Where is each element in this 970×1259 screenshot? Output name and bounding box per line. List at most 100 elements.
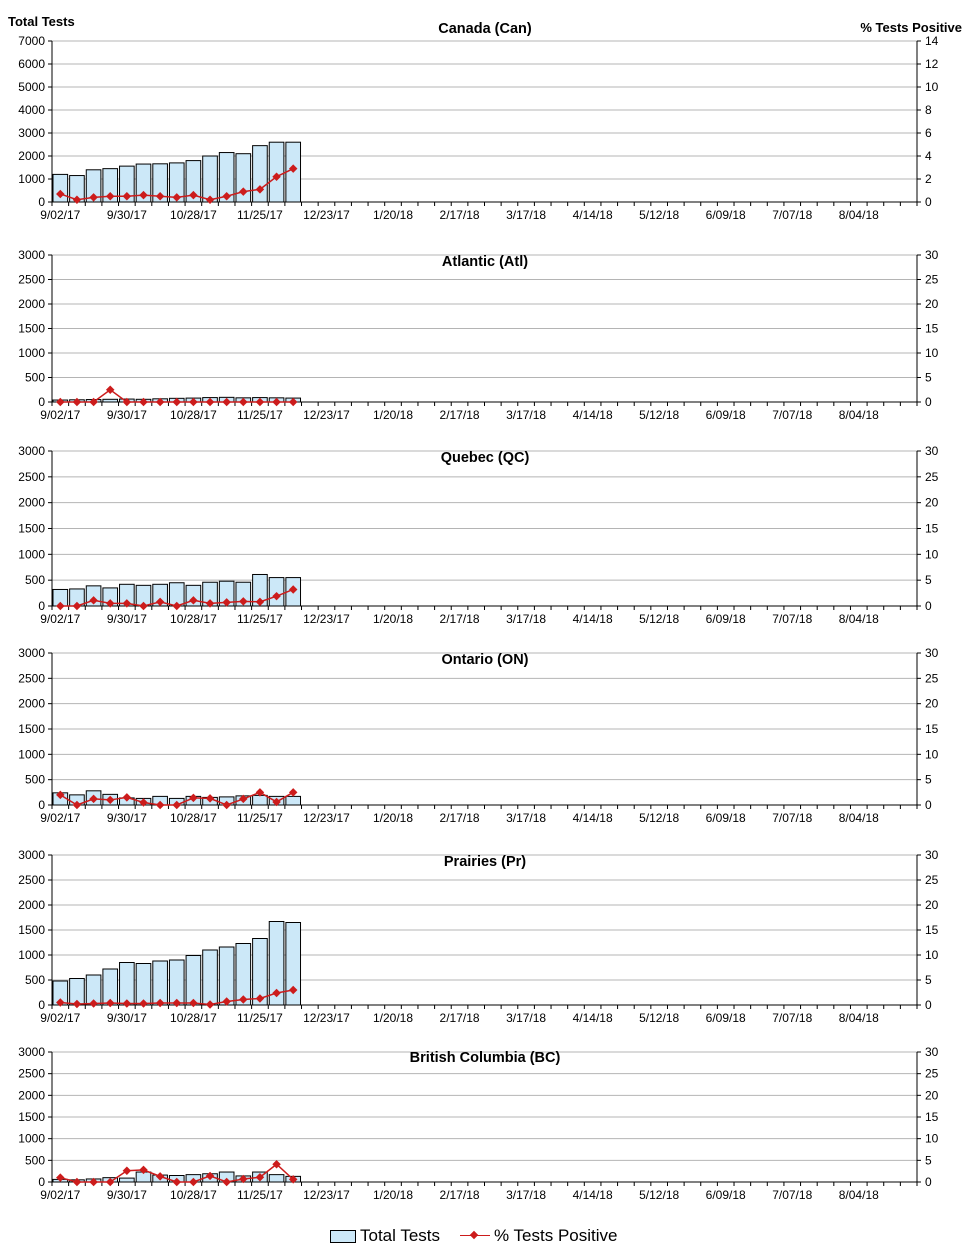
- line-marker: [288, 585, 298, 594]
- bar: [285, 795, 302, 806]
- x-tick-label: 12/23/17: [303, 612, 350, 626]
- x-tick-label: 10/28/17: [170, 1011, 217, 1025]
- chart-title: British Columbia (BC): [410, 1050, 561, 1066]
- y2-tick-label: 12: [925, 57, 939, 71]
- y-tick-label: 2000: [18, 898, 45, 912]
- y-tick-label: 5000: [18, 80, 45, 94]
- x-tick-label: 4/14/18: [573, 1188, 613, 1202]
- line-marker: [172, 193, 182, 202]
- y-tick-label: 3000: [18, 444, 45, 458]
- x-tick-label: 3/17/18: [506, 208, 546, 222]
- y2-tick-label: 20: [925, 297, 939, 311]
- y-tick-label: 2000: [18, 496, 45, 510]
- y2-tick-label: 25: [925, 273, 939, 287]
- y-tick-label: 500: [25, 1153, 45, 1167]
- x-tick-label: 9/02/17: [40, 1011, 80, 1025]
- x-tick-label: 12/23/17: [303, 811, 350, 825]
- y-tick-label: 1000: [18, 948, 45, 962]
- x-tick-label: 2/17/18: [440, 1011, 480, 1025]
- bar: [168, 162, 185, 203]
- y2-tick-label: 2: [925, 172, 932, 186]
- y2-tick-label: 10: [925, 547, 939, 561]
- line-marker: [205, 397, 215, 407]
- y-tick-label: 2500: [18, 273, 45, 287]
- y2-tick-label: 25: [925, 873, 939, 887]
- x-tick-label: 4/14/18: [573, 1011, 613, 1025]
- y-tick-label: 1500: [18, 522, 45, 536]
- legend-line-swatch: [460, 1230, 491, 1242]
- y2-tick-label: 20: [925, 898, 939, 912]
- x-tick-label: 10/28/17: [170, 612, 217, 626]
- x-tick-label: 3/17/18: [506, 1188, 546, 1202]
- line-marker: [189, 190, 198, 200]
- y2-tick-label: 10: [925, 948, 939, 962]
- x-tick-label: 12/23/17: [303, 1188, 350, 1202]
- line-marker: [255, 597, 265, 607]
- line-marker: [56, 189, 65, 199]
- y2-tick-label: 0: [925, 599, 932, 613]
- y2-tick-label: 30: [925, 646, 939, 660]
- left-axis-title: Total Tests: [8, 14, 75, 29]
- y2-tick-label: 10: [925, 1132, 939, 1146]
- x-tick-label: 12/23/17: [303, 1011, 350, 1025]
- y-tick-label: 3000: [18, 848, 45, 862]
- x-tick-label: 8/04/18: [839, 408, 879, 422]
- line-marker: [272, 988, 281, 998]
- x-tick-label: 4/14/18: [573, 811, 613, 825]
- y-tick-label: 1500: [18, 322, 45, 336]
- bar: [202, 155, 218, 203]
- line-marker: [255, 397, 265, 407]
- y-tick-label: 1500: [18, 1110, 45, 1124]
- x-tick-label: 6/09/18: [706, 1188, 746, 1202]
- right-axis-title: % Tests Positive: [860, 20, 962, 35]
- y2-tick-label: 30: [925, 848, 939, 862]
- bar: [268, 141, 285, 203]
- bar: [185, 955, 202, 1006]
- x-tick-label: 2/17/18: [440, 408, 480, 422]
- y2-tick-label: 0: [925, 798, 932, 812]
- bar: [135, 963, 152, 1006]
- y2-tick-label: 6: [925, 126, 932, 140]
- x-tick-label: 9/02/17: [40, 1188, 80, 1202]
- line-marker: [89, 193, 98, 202]
- legend-bar-swatch: [330, 1229, 356, 1243]
- x-tick-label: 2/17/18: [440, 1188, 480, 1202]
- line-marker: [239, 397, 248, 407]
- y-tick-label: 500: [25, 573, 45, 587]
- y-tick-label: 2500: [18, 873, 45, 887]
- line-marker: [272, 172, 281, 181]
- bar: [85, 169, 102, 203]
- line-marker: [222, 397, 231, 407]
- y-tick-label: 0: [38, 395, 45, 409]
- y2-tick-label: 0: [925, 1175, 932, 1189]
- x-tick-label: 4/14/18: [573, 408, 613, 422]
- y2-tick-label: 25: [925, 1067, 939, 1081]
- line-marker: [255, 1172, 265, 1182]
- x-tick-label: 9/30/17: [107, 811, 147, 825]
- legend-line-label: % Tests Positive: [494, 1226, 618, 1245]
- y-tick-label: 0: [38, 998, 45, 1012]
- y2-tick-label: 10: [925, 747, 939, 761]
- bar: [235, 581, 252, 607]
- y-tick-label: 1000: [18, 747, 45, 761]
- bar: [268, 577, 285, 607]
- x-tick-label: 10/28/17: [170, 408, 217, 422]
- x-tick-label: 1/20/18: [373, 811, 413, 825]
- y2-tick-label: 10: [925, 80, 939, 94]
- y2-tick-label: 15: [925, 923, 939, 937]
- legend-bar-label: Total Tests: [360, 1226, 441, 1245]
- x-tick-label: 6/09/18: [706, 208, 746, 222]
- y-tick-label: 7000: [18, 34, 45, 48]
- y-tick-label: 500: [25, 371, 45, 385]
- x-tick-label: 9/02/17: [40, 811, 80, 825]
- bar: [119, 962, 135, 1006]
- y-tick-label: 2000: [18, 1088, 45, 1102]
- y-tick-label: 2500: [18, 470, 45, 484]
- line-marker: [288, 985, 298, 995]
- x-tick-label: 2/17/18: [440, 811, 480, 825]
- bar: [102, 168, 119, 203]
- y2-tick-label: 10: [925, 346, 939, 360]
- line-marker: [288, 397, 298, 407]
- x-tick-label: 5/12/18: [639, 1188, 679, 1202]
- x-tick-label: 11/25/17: [237, 1188, 283, 1202]
